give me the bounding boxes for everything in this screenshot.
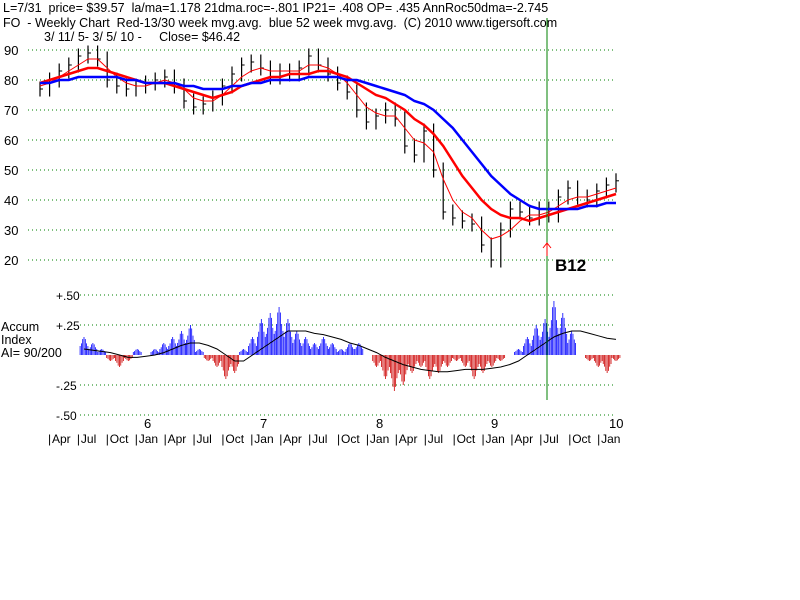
index-label: Index bbox=[1, 333, 32, 347]
header-stats: L=7/31 price= $39.57 la/ma=1.178 21dma.r… bbox=[3, 1, 549, 15]
month-separator: | bbox=[510, 432, 513, 446]
month-separator: | bbox=[395, 432, 398, 446]
month-label: Jan bbox=[370, 432, 389, 446]
buy-signal: B12 bbox=[542, 18, 586, 400]
month-label: Apr bbox=[283, 432, 302, 446]
month-label: Oct bbox=[225, 432, 244, 446]
price-tick-label: 50 bbox=[4, 163, 18, 178]
time-axis: 6 7 8 9 10| Apr | Jul | Oct | Jan | Apr | Jul | Oct | Jan | A… bbox=[48, 416, 623, 446]
price-tick-label: 60 bbox=[4, 133, 18, 148]
signal-arrow-head bbox=[542, 242, 552, 249]
price-tick-label: 20 bbox=[4, 253, 18, 268]
accum-ma-line bbox=[83, 330, 617, 373]
month-separator: | bbox=[48, 432, 51, 446]
month-label: Oct bbox=[110, 432, 129, 446]
price-tick-label: 30 bbox=[4, 223, 18, 238]
year-label: 10 bbox=[609, 416, 623, 431]
chart-title: FO - Weekly Chart Red-13/30 week mvg.avg… bbox=[3, 16, 558, 30]
ai-ratio-label: AI= 90/200 bbox=[1, 346, 62, 360]
month-separator: | bbox=[568, 432, 571, 446]
month-label: Apr bbox=[168, 432, 187, 446]
month-label: Jul bbox=[81, 432, 96, 446]
price-axis: 20 30 40 50 60 70 80 90 bbox=[4, 43, 18, 268]
month-label: Jul bbox=[543, 432, 558, 446]
month-label: Apr bbox=[399, 432, 418, 446]
month-separator: | bbox=[539, 432, 542, 446]
accum-gridlines bbox=[80, 294, 616, 416]
month-separator: | bbox=[250, 432, 253, 446]
month-label: Oct bbox=[341, 432, 360, 446]
month-label: Apr bbox=[52, 432, 71, 446]
month-separator: | bbox=[135, 432, 138, 446]
accum-axis: +.50 +.25 -.25 -.50 bbox=[56, 289, 80, 423]
month-label: Jul bbox=[197, 432, 212, 446]
date-range-close: 3/ 11/ 5- 3/ 5/ 10 - Close= $46.42 bbox=[44, 30, 241, 44]
month-separator: | bbox=[77, 432, 80, 446]
month-separator: | bbox=[424, 432, 427, 446]
price-tick-label: 90 bbox=[4, 43, 18, 58]
month-label: Jan bbox=[254, 432, 273, 446]
accum-label: Accum bbox=[1, 320, 40, 334]
month-label: Apr bbox=[514, 432, 533, 446]
month-separator: | bbox=[597, 432, 600, 446]
month-separator: | bbox=[308, 432, 311, 446]
price-tick-label: 40 bbox=[4, 193, 18, 208]
accum-tick-label: +.50 bbox=[56, 289, 80, 303]
ma52-line bbox=[40, 75, 616, 211]
month-separator: | bbox=[193, 432, 196, 446]
year-label: 7 bbox=[260, 416, 267, 431]
year-label: 9 bbox=[491, 416, 498, 431]
month-separator: | bbox=[453, 432, 456, 446]
accum-tick-label: +.25 bbox=[56, 319, 80, 333]
month-label: Oct bbox=[457, 432, 476, 446]
month-separator: | bbox=[337, 432, 340, 446]
moving-averages bbox=[39, 58, 617, 240]
year-label: 6 bbox=[144, 416, 151, 431]
month-label: Jan bbox=[601, 432, 620, 446]
month-separator: | bbox=[164, 432, 167, 446]
month-separator: | bbox=[279, 432, 282, 446]
month-separator: | bbox=[366, 432, 369, 446]
price-gridlines bbox=[28, 49, 616, 261]
month-separator: | bbox=[221, 432, 224, 446]
price-tick-label: 80 bbox=[4, 73, 18, 88]
month-label: Jan bbox=[486, 432, 505, 446]
accum-histogram bbox=[79, 301, 621, 391]
month-label: Jul bbox=[428, 432, 443, 446]
accum-tick-label: -.50 bbox=[56, 409, 77, 423]
year-label: 8 bbox=[376, 416, 383, 431]
signal-label: B12 bbox=[555, 256, 586, 275]
month-separator: | bbox=[482, 432, 485, 446]
month-label: Jan bbox=[139, 432, 158, 446]
month-label: Jul bbox=[312, 432, 327, 446]
price-tick-label: 70 bbox=[4, 103, 18, 118]
month-separator: | bbox=[106, 432, 109, 446]
month-label: Oct bbox=[572, 432, 591, 446]
accum-tick-label: -.25 bbox=[56, 379, 77, 393]
ma13-line bbox=[39, 58, 617, 240]
